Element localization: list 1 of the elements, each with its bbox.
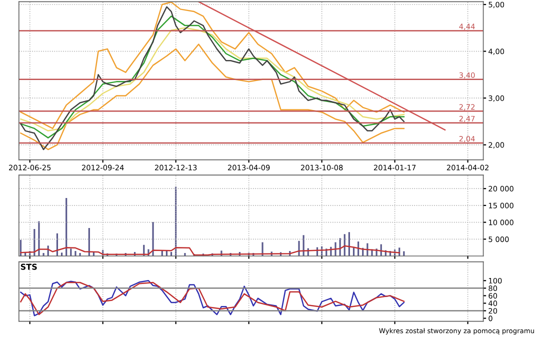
chart-title: STS bbox=[20, 264, 37, 270]
